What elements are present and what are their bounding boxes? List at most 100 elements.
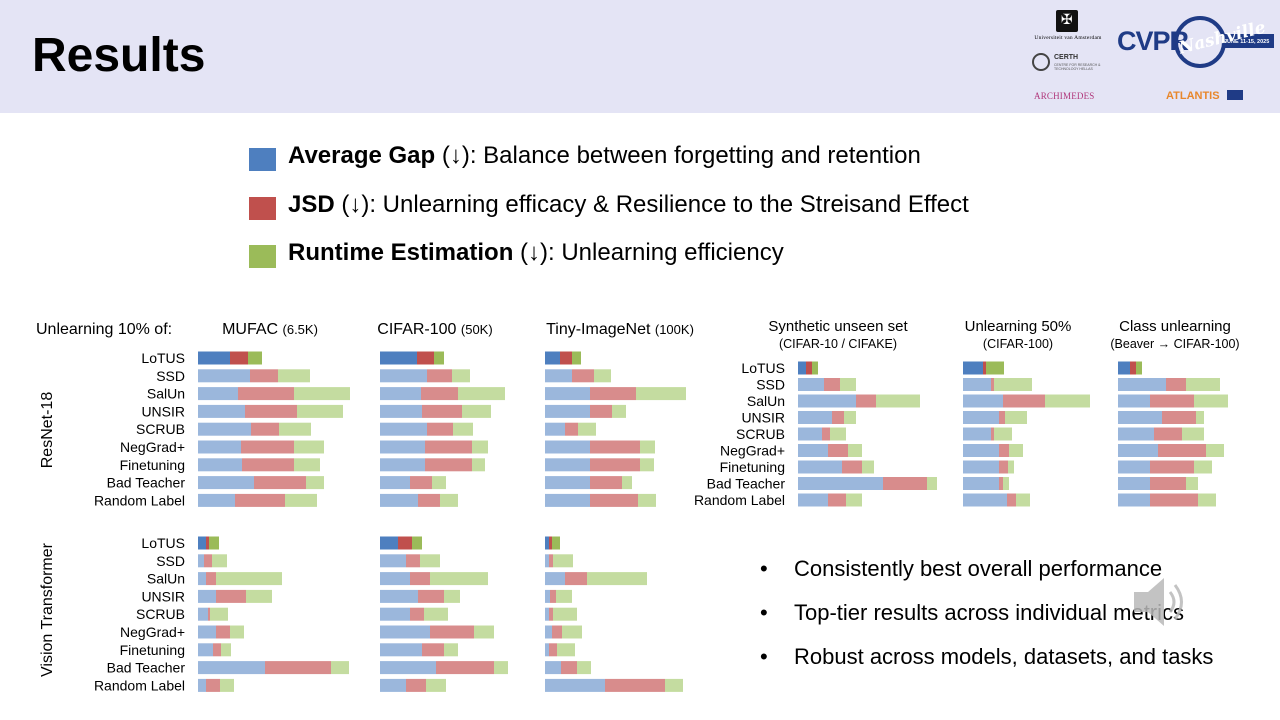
model-label-resnet: ResNet-18	[39, 392, 56, 469]
bar-segment	[452, 369, 470, 383]
bar-segment	[883, 477, 927, 490]
bar-segment	[856, 394, 876, 408]
bar-segment	[545, 458, 590, 472]
bar-segment	[297, 404, 343, 418]
bar-segment	[242, 458, 294, 472]
bar-segment	[1003, 394, 1045, 408]
bar-segment	[380, 493, 418, 507]
bar-segment	[380, 643, 422, 657]
bar-segment	[549, 554, 553, 568]
bar-segment	[577, 661, 591, 675]
bar-segment	[556, 589, 572, 603]
bar-segment	[999, 411, 1005, 424]
bar-segment	[986, 361, 1004, 375]
bar-segment	[560, 351, 572, 365]
bar-segment	[1136, 361, 1142, 375]
bar-segment	[552, 625, 562, 639]
bar-segment	[862, 460, 874, 474]
bar-segment	[1045, 394, 1090, 408]
bar-segment	[1194, 394, 1228, 408]
bar-segment	[380, 351, 417, 365]
header-band: Results ✠ Universiteit van Amsterdam CER…	[0, 0, 1280, 113]
bar-segment	[1118, 427, 1154, 441]
bar-segment	[198, 589, 216, 603]
bar-segment	[798, 444, 828, 457]
bar-segment	[1118, 444, 1158, 457]
legend-description: (↓): Balance between forgetting and rete…	[435, 142, 921, 169]
chart-title: CIFAR-100 (50K)	[377, 321, 492, 338]
archimedes-logo: ARCHIMEDES	[1034, 86, 1106, 102]
bar-segment	[1150, 460, 1194, 474]
tick-label: NegGrad+	[120, 624, 185, 640]
bar-segment	[550, 589, 556, 603]
bar-segment	[545, 493, 590, 507]
bar-segment	[380, 607, 410, 621]
bar-segment	[846, 493, 862, 507]
bar-segment	[279, 422, 311, 436]
chart-subtitle: (CIFAR-100)	[983, 337, 1053, 351]
bar-segment	[612, 404, 626, 418]
bar-segment	[427, 422, 453, 436]
bar-segment	[798, 493, 828, 507]
legend-label: Runtime Estimation	[288, 239, 514, 266]
bar-segment	[553, 554, 573, 568]
legend-swatch-green	[249, 245, 276, 268]
chart-title: Tiny-ImageNet (100K)	[546, 321, 694, 338]
bar-segment	[545, 678, 605, 692]
uva-logo: ✠ Universiteit van Amsterdam	[1030, 10, 1106, 46]
bar-segment	[590, 440, 640, 454]
bar-segment	[963, 378, 991, 391]
tick-label: Finetuning	[120, 457, 185, 473]
tick-label: UNSIR	[141, 588, 185, 604]
bar-segment	[230, 351, 248, 365]
legend-swatch-blue	[249, 148, 276, 171]
speaker-icon[interactable]	[1130, 572, 1192, 632]
bar-segment	[806, 361, 812, 375]
bar-segment	[417, 351, 434, 365]
bar-segment	[1118, 394, 1150, 408]
bar-segment	[444, 589, 460, 603]
bar-segment	[425, 440, 472, 454]
bar-segment	[380, 589, 418, 603]
bar-segment	[216, 572, 282, 586]
bar-segment	[842, 460, 862, 474]
bar-segment	[1118, 411, 1162, 424]
bar-segment	[876, 394, 920, 408]
archimedes-logo-text: ARCHIMEDES	[1034, 91, 1095, 101]
bar-segment	[840, 378, 856, 391]
uva-seal-icon: ✠	[1056, 10, 1078, 32]
bar-segment	[246, 589, 272, 603]
bar-segment	[832, 411, 844, 424]
bar-segment	[578, 422, 596, 436]
bar-segment	[453, 422, 473, 436]
bar-segment	[418, 589, 444, 603]
bar-segment	[406, 554, 420, 568]
bar-segment	[798, 394, 856, 408]
bar-segment	[565, 422, 578, 436]
bar-segment	[198, 661, 265, 675]
tick-label: SalUn	[747, 393, 785, 409]
bar-segment	[590, 476, 622, 490]
bar-segment	[198, 404, 245, 418]
bar-segment	[380, 678, 406, 692]
bar-segment	[828, 444, 848, 457]
bar-segment	[412, 536, 422, 550]
bar-segment	[472, 458, 485, 472]
bar-segment	[963, 460, 999, 474]
bar-segment	[545, 661, 561, 675]
tick-label: Bad Teacher	[107, 475, 186, 491]
bar-segment	[1162, 411, 1196, 424]
bar-segment	[1198, 493, 1216, 507]
bar-segment	[230, 625, 244, 639]
tick-label: Random Label	[94, 677, 185, 693]
legend-label: JSD	[288, 191, 335, 218]
bar-segment	[822, 427, 830, 441]
bar-segment	[209, 536, 219, 550]
tick-label: LoTUS	[141, 350, 185, 366]
bar-segment	[432, 476, 446, 490]
bar-segment	[436, 661, 494, 675]
bar-segment	[198, 387, 238, 401]
bar-segment	[198, 458, 242, 472]
bar-segment	[545, 607, 549, 621]
